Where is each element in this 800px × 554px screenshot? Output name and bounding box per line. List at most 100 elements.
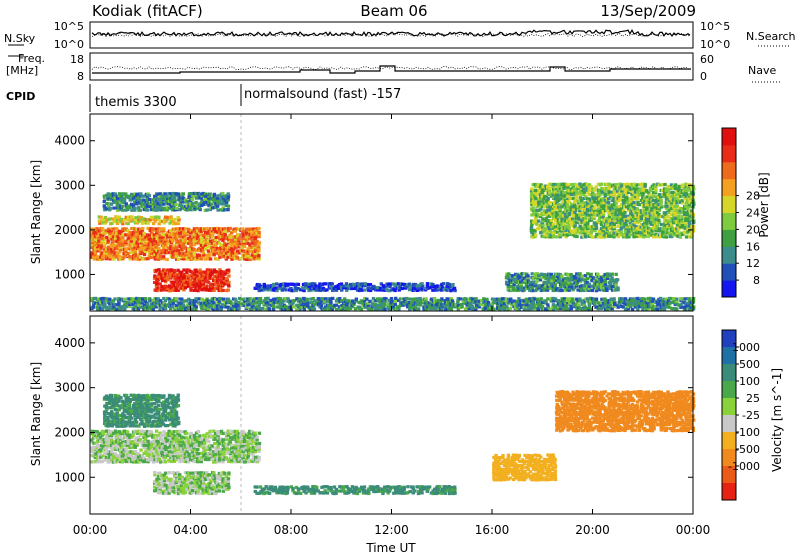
echo-cell <box>187 227 191 231</box>
echo-cell <box>374 299 378 303</box>
echo-cell <box>598 231 602 235</box>
echo-cell <box>90 253 94 257</box>
echo-cell <box>201 284 206 288</box>
echo-cell <box>163 274 168 278</box>
echo-cell <box>382 284 387 289</box>
echo-cell <box>137 237 141 241</box>
echo-cell <box>115 241 119 245</box>
echo-cell <box>194 233 199 237</box>
echo-cell <box>689 235 693 239</box>
echo-cell <box>147 193 151 198</box>
echo-cell <box>583 220 588 224</box>
echo-cell <box>376 288 380 292</box>
echo-cell <box>546 305 551 309</box>
echo-cell <box>210 245 214 249</box>
echo-cell <box>564 198 568 203</box>
echo-cell <box>540 288 545 292</box>
echo-cell <box>221 236 226 241</box>
echo-cell <box>170 270 175 274</box>
echo-cell <box>614 212 618 216</box>
echo-cell <box>110 231 114 235</box>
echo-cell <box>223 302 227 307</box>
echo-cell <box>185 305 189 309</box>
echo-cell <box>445 288 449 292</box>
echo-cell <box>641 231 645 235</box>
echo-cell <box>92 303 96 307</box>
echo-cell <box>531 288 536 293</box>
echo-cell <box>231 253 236 257</box>
echo-cell <box>126 237 130 241</box>
echo-cell <box>621 189 625 193</box>
echo-cell <box>541 205 545 209</box>
echo-cell <box>571 217 575 221</box>
echo-cell <box>256 244 261 249</box>
echo-cell <box>664 222 669 227</box>
echo-cell <box>112 245 116 249</box>
echo-cell <box>623 235 628 239</box>
echo-cell <box>390 288 394 292</box>
echo-cell <box>101 239 105 243</box>
echo-cell <box>143 205 148 210</box>
echo-cell <box>594 223 598 227</box>
echo-cell <box>247 300 251 305</box>
echo-cell <box>237 300 241 305</box>
echo-cell <box>447 303 451 307</box>
echo-cell <box>436 298 441 303</box>
echo-cell <box>592 226 597 230</box>
echo-cell <box>616 224 620 228</box>
echo-cell <box>207 251 211 255</box>
echo-cell <box>443 301 448 305</box>
echo-cell <box>612 222 616 226</box>
echo-cell <box>310 300 315 305</box>
echo-cell <box>641 182 645 186</box>
echo-cell <box>403 299 407 303</box>
echo-cell <box>202 298 206 303</box>
echo-cell <box>671 231 676 235</box>
echo-cell <box>685 231 690 235</box>
echo-cell <box>194 299 198 303</box>
echo-cell <box>244 235 249 239</box>
echo-cell <box>643 231 647 235</box>
echo-cell <box>180 231 184 235</box>
echo-cell <box>189 196 193 200</box>
echo-cell <box>220 198 224 202</box>
echo-cell <box>176 215 180 220</box>
echo-cell <box>363 288 367 292</box>
echo-cell <box>630 209 634 213</box>
echo-cell <box>666 186 670 190</box>
echo-cell <box>194 268 198 272</box>
echo-cell <box>397 288 401 292</box>
echo-cell <box>567 200 572 204</box>
echo-cell <box>157 268 161 272</box>
echo-cell <box>194 231 199 235</box>
echo-cell <box>198 246 202 251</box>
echo-cell <box>102 245 107 249</box>
echo-cell <box>569 223 574 227</box>
echo-cell <box>127 304 132 309</box>
echo-cell <box>205 297 209 301</box>
echo-cell <box>174 305 179 309</box>
echo-cell <box>135 303 139 307</box>
echo-cell <box>212 305 217 309</box>
echo-cell <box>574 220 579 225</box>
echo-cell <box>476 301 481 305</box>
echo-cell <box>393 299 398 303</box>
echo-cell <box>338 297 342 301</box>
echo-cell <box>600 204 604 209</box>
echo-cell <box>635 231 640 235</box>
echo-cell <box>650 233 654 237</box>
echo-cell <box>282 299 286 303</box>
echo-cell <box>104 305 109 309</box>
echo-cell <box>451 282 455 287</box>
echo-cell <box>187 268 191 272</box>
echo-cell <box>149 237 154 241</box>
echo-cell <box>571 189 575 193</box>
echo-cell <box>221 255 226 259</box>
echo-cell <box>688 183 692 187</box>
echo-cell <box>223 198 227 202</box>
echo-cell <box>497 297 502 301</box>
echo-cell <box>194 226 198 231</box>
echo-cell <box>190 274 194 278</box>
echo-cell <box>252 297 256 301</box>
echo-cell <box>675 219 679 223</box>
